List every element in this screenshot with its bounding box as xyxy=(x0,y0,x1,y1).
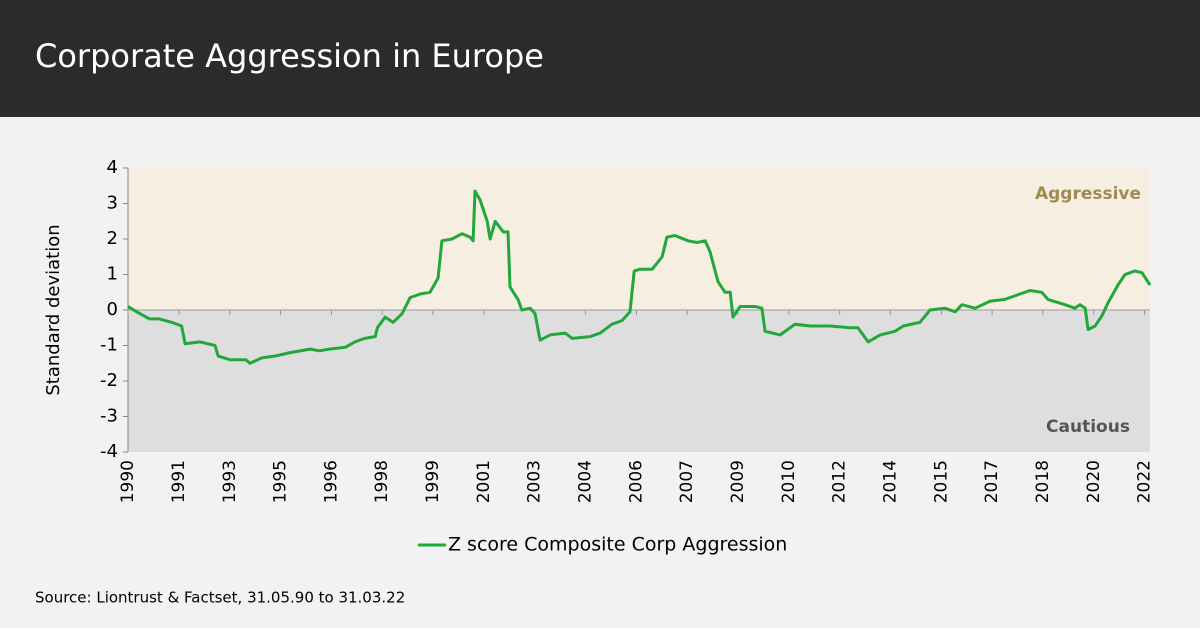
y-tick-label: 2 xyxy=(107,228,118,249)
y-tick-label: 1 xyxy=(107,264,118,285)
chart-title: Corporate Aggression in Europe xyxy=(35,37,544,75)
y-tick-label: -1 xyxy=(100,335,118,356)
y-tick-label: 3 xyxy=(107,193,118,214)
annotation: Aggressive xyxy=(1035,184,1141,204)
y-tick-label: -4 xyxy=(100,441,118,462)
x-tick-label: 2018 xyxy=(1033,460,1053,503)
x-tick-label: 2009 xyxy=(728,460,748,503)
source: Source: Liontrust & Factset, 31.05.90 to… xyxy=(35,589,405,607)
x-tick-label: 1998 xyxy=(372,460,392,503)
x-tick-label: 1996 xyxy=(322,460,342,503)
x-tick-label: 2014 xyxy=(880,460,900,503)
x-tick-label: 2010 xyxy=(779,460,799,503)
x-tick-label: 1993 xyxy=(220,460,240,503)
x-tick-label: 2022 xyxy=(1135,460,1155,503)
x-tick-label: 1995 xyxy=(270,460,290,503)
region xyxy=(128,310,1150,452)
line xyxy=(127,189,1152,365)
y-tick-label: -2 xyxy=(100,370,118,391)
x-tick-label: 2004 xyxy=(575,460,595,503)
header xyxy=(0,0,1200,117)
x-tick-label: 1999 xyxy=(423,460,443,503)
y-tick-label: 0 xyxy=(107,299,118,320)
x-tick-label: 2020 xyxy=(1084,460,1104,503)
y-tick-label: -3 xyxy=(100,406,118,427)
x-tick-label: 2017 xyxy=(982,460,1002,503)
annotation: Cautious xyxy=(1046,417,1130,437)
y-tick-label: 4 xyxy=(107,157,118,178)
plot xyxy=(123,167,1152,453)
x-tick-label: 2003 xyxy=(525,460,545,503)
x-tick-label: 2001 xyxy=(474,460,494,503)
x-tick-label: 1990 xyxy=(118,460,138,503)
legend-label: Z score Composite Corp Aggression xyxy=(448,534,787,556)
x-tick-label: 2007 xyxy=(677,460,697,503)
region xyxy=(128,168,1150,310)
x-tick-label: 2006 xyxy=(626,460,646,503)
y-axis-label: Standard deviation xyxy=(43,224,64,395)
x-tick-label: 2015 xyxy=(931,460,951,503)
x-tick-label: 2012 xyxy=(830,460,850,503)
x-tick-label: 1991 xyxy=(169,460,189,503)
